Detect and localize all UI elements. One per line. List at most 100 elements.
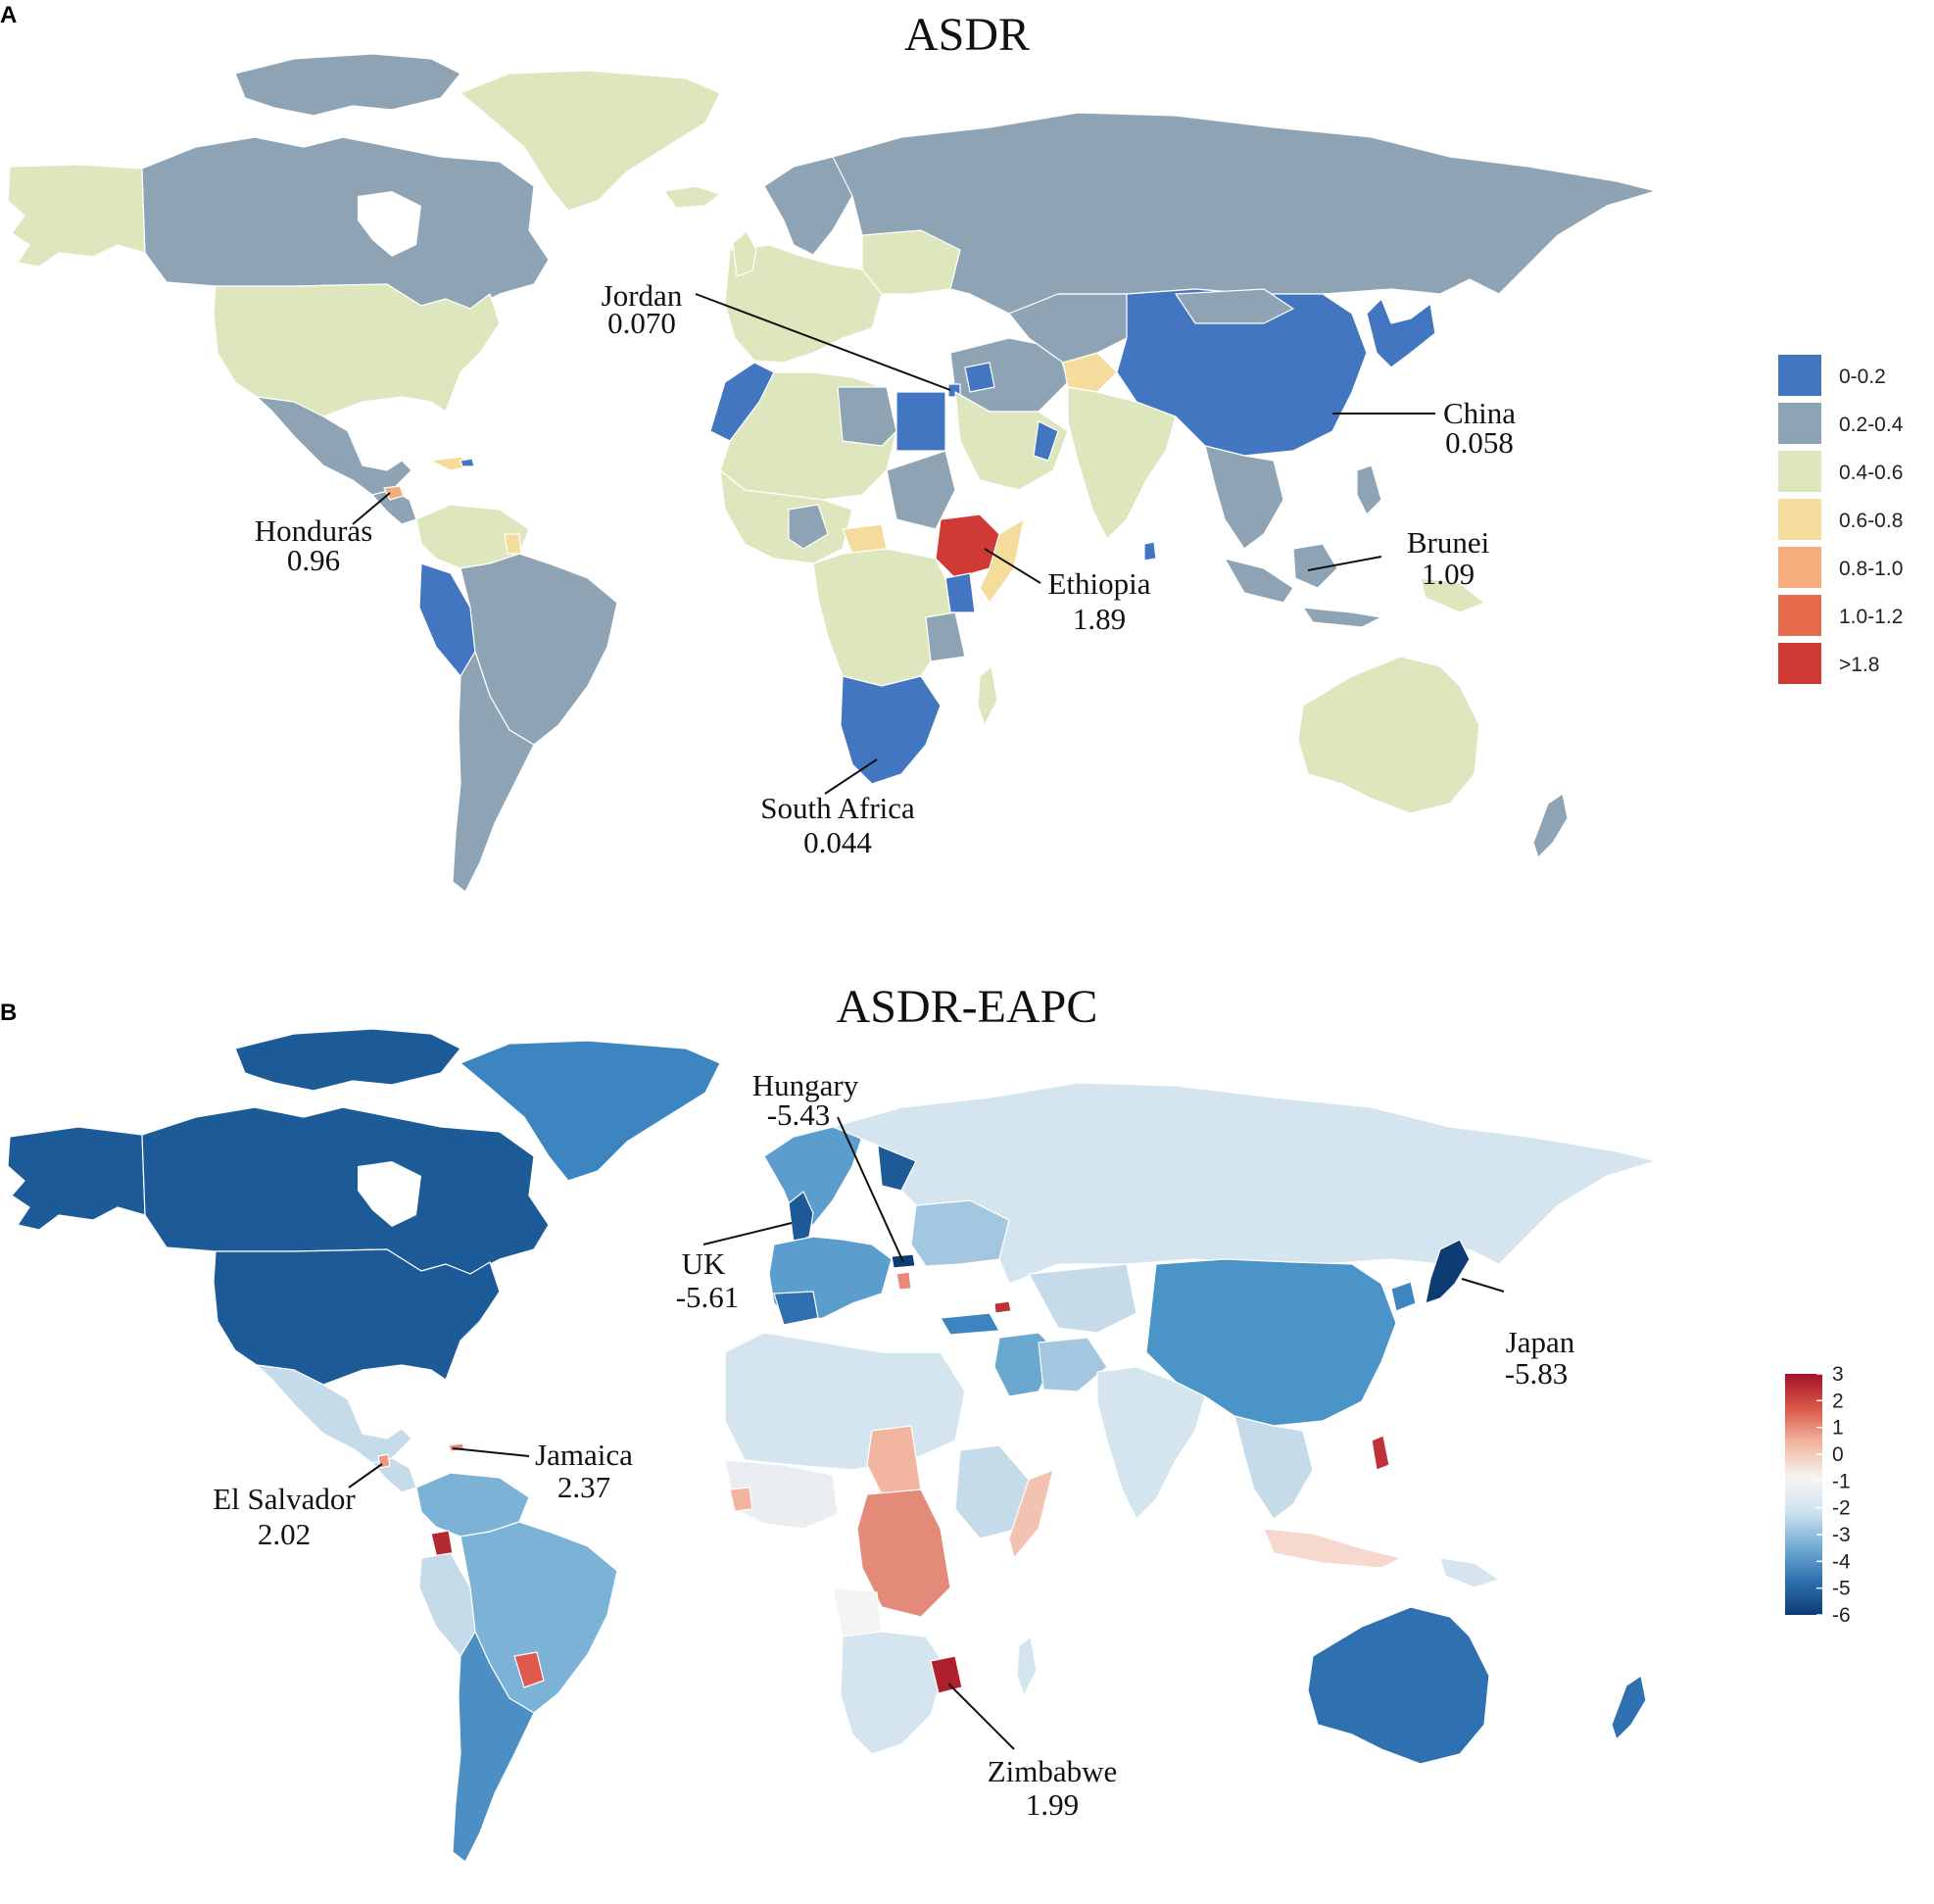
country-iran xyxy=(1038,1337,1108,1392)
country-georgia xyxy=(993,1300,1012,1314)
callout-name-ethiopia: Ethiopia xyxy=(1047,566,1150,601)
country-egypt xyxy=(895,391,946,452)
country-india xyxy=(1096,1366,1206,1520)
leader-line-japan xyxy=(1461,1278,1505,1293)
legend-swatch xyxy=(1778,547,1821,588)
callout-name-zimbabwe: Zimbabwe xyxy=(988,1754,1118,1788)
country-alaska xyxy=(7,164,146,268)
legend-swatch xyxy=(1778,403,1821,444)
country-alaska xyxy=(7,1126,146,1231)
legend: 0-0.2 0.2-0.4 0.4-0.6 0.6-0.8 0.8-1.0 1.0-1.2… xyxy=(1778,355,1904,684)
callout-value-uk: -5.61 xyxy=(676,1280,740,1314)
region-central-asia xyxy=(1008,293,1128,364)
panel-title: ASDR-EAPC xyxy=(836,981,1098,1033)
colorbar-tick-label: -6 xyxy=(1832,1604,1851,1627)
country-australia xyxy=(1297,656,1480,814)
colorbar-tick-label: -5 xyxy=(1832,1578,1851,1600)
panel-a: A ASDR xyxy=(0,0,1934,941)
callout-name-south-africa: South Africa xyxy=(760,791,915,825)
region-korea-japan xyxy=(1366,298,1436,368)
country-russia xyxy=(832,1082,1657,1285)
callout-name-hungary: Hungary xyxy=(752,1068,859,1102)
callout-value-hungary: -5.43 xyxy=(767,1098,831,1132)
country-russia xyxy=(832,112,1657,315)
country-papua-new-guinea xyxy=(1439,1557,1500,1588)
leader-line-hungary xyxy=(837,1116,904,1263)
country-uk xyxy=(732,230,757,277)
callout-name-china: China xyxy=(1443,396,1516,430)
country-madagascar xyxy=(977,665,998,726)
region-korea xyxy=(1390,1281,1417,1312)
leader-line-brunei xyxy=(1307,556,1382,571)
country-canada xyxy=(141,136,550,310)
region-canada-arctic-islands xyxy=(234,1028,461,1092)
country-zimbabwe xyxy=(930,1655,963,1694)
colorbar-tick-label: -4 xyxy=(1832,1550,1851,1573)
legend-swatch xyxy=(1778,451,1821,492)
country-somalia xyxy=(979,518,1025,604)
colorbar-tick-label: -1 xyxy=(1832,1470,1851,1492)
callout-name-el-salvador: El Salvador xyxy=(213,1482,356,1516)
country-philippines xyxy=(1371,1435,1390,1471)
country-paraguay xyxy=(513,1651,545,1688)
callout-value-brunei: 1.09 xyxy=(1422,557,1475,591)
callout-value-south-africa: 0.044 xyxy=(803,825,872,859)
region-southeast-asia xyxy=(1204,445,1284,550)
region-caribbean-blue xyxy=(459,458,475,467)
colorbar-tick-label: 3 xyxy=(1832,1363,1844,1386)
legend-label: 0.8-1.0 xyxy=(1839,558,1903,580)
region-turkey xyxy=(940,1312,1000,1336)
legend-label: >1.8 xyxy=(1839,654,1879,676)
country-sudan xyxy=(886,450,956,530)
colorbar-tick-label: -3 xyxy=(1832,1524,1851,1546)
region-north-africa xyxy=(724,1332,966,1471)
callout-name-japan: Japan xyxy=(1506,1325,1575,1359)
callout-name-brunei: Brunei xyxy=(1407,525,1490,560)
region-indonesia-1 xyxy=(1224,558,1294,604)
panel-letter: B xyxy=(0,1000,18,1026)
colorbar-tick-label: -2 xyxy=(1832,1497,1851,1520)
legend-label: 1.0-1.2 xyxy=(1839,606,1903,628)
country-greenland xyxy=(459,1040,721,1182)
country-canada xyxy=(141,1106,550,1275)
region-hudson-bay xyxy=(358,1161,421,1227)
region-southern-africa xyxy=(840,1631,946,1755)
region-southern-cone xyxy=(452,1631,535,1863)
country-india xyxy=(1067,386,1177,540)
legend-label: 0.2-0.4 xyxy=(1839,414,1904,436)
leader-line-zimbabwe xyxy=(947,1683,1015,1750)
region-scandinavia xyxy=(763,156,863,256)
callout-value-jordan: 0.070 xyxy=(607,306,676,340)
legend-swatch xyxy=(1778,355,1821,396)
region-scandinavia xyxy=(763,1126,863,1226)
country-madagascar xyxy=(1016,1635,1038,1696)
callout-value-honduras: 0.96 xyxy=(287,543,340,577)
country-angola xyxy=(832,1587,883,1637)
region-southern-africa xyxy=(840,675,942,785)
leader-line-uk xyxy=(702,1222,793,1245)
country-new-zealand xyxy=(1532,793,1569,858)
callout-name-jamaica: Jamaica xyxy=(535,1438,633,1472)
asdr-eapc-world-map: Hungary -5.43 UK -5.61 Japan -5.83 Jamai… xyxy=(7,1028,1851,1863)
asdr-world-map: Jordan 0.070 China 0.058 Honduras 0.96 B… xyxy=(7,53,1904,893)
country-serbia xyxy=(895,1271,912,1291)
legend-label: 0.4-0.6 xyxy=(1839,462,1903,484)
legend-swatch xyxy=(1778,499,1821,540)
country-japan xyxy=(1425,1239,1471,1304)
legend-swatch xyxy=(1778,595,1821,636)
leader-line-ethiopia xyxy=(984,548,1041,584)
callout-name-uk: UK xyxy=(682,1246,726,1281)
leader-line-el-salvador xyxy=(348,1463,383,1489)
leader-line-jamaica xyxy=(452,1447,530,1457)
country-uk xyxy=(788,1191,814,1244)
country-spain xyxy=(773,1291,819,1326)
region-southern-cone xyxy=(452,651,535,893)
colorbar: 3 2 1 0 -1 -2 -3 -4 -5 -6 xyxy=(1785,1363,1851,1627)
colorbar-gradient xyxy=(1785,1374,1822,1615)
panel-letter: A xyxy=(0,2,18,28)
colorbar-tick-label: 2 xyxy=(1832,1390,1844,1412)
region-canada-arctic-islands xyxy=(234,53,461,117)
legend-label: 0.6-0.8 xyxy=(1839,510,1903,532)
region-indonesia-2 xyxy=(1302,607,1382,628)
country-chad xyxy=(866,1425,922,1495)
